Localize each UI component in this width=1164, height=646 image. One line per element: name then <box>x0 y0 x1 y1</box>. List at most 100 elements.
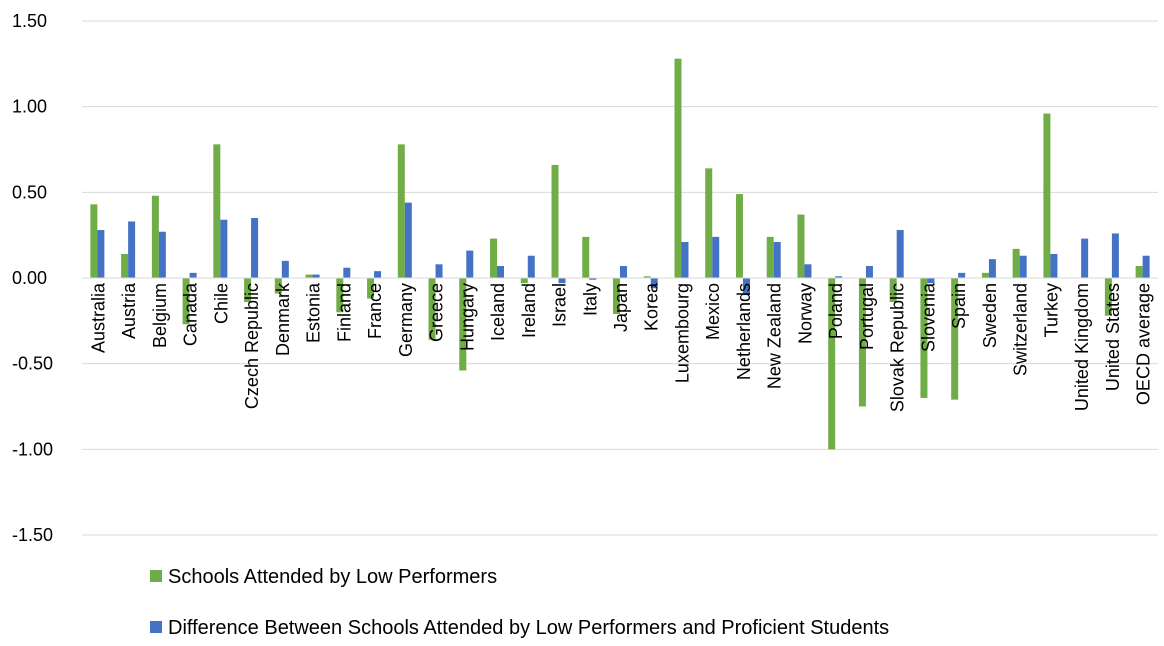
category-label: Belgium <box>150 283 170 348</box>
legend-swatch <box>150 570 162 582</box>
difference-bar-oecd-average <box>1142 255 1150 278</box>
difference-bar-poland <box>835 276 843 278</box>
difference-bar-israel <box>558 278 566 284</box>
low-performers-bar-switzerland <box>1012 248 1020 278</box>
category-label: Iceland <box>488 283 508 341</box>
category-label: OECD average <box>1134 283 1154 405</box>
difference-bar-japan <box>620 266 627 278</box>
low-performers-bar-mexico <box>705 168 713 278</box>
low-performers-bar-czech-republic <box>244 278 252 302</box>
category-label: France <box>365 283 385 339</box>
category-label: Japan <box>611 283 631 332</box>
category-label: Turkey <box>1041 283 1061 337</box>
difference-bar-austria <box>128 221 136 278</box>
difference-bar-denmark <box>281 260 289 278</box>
difference-bar-united-kingdom <box>1081 238 1089 278</box>
difference-bar-mexico <box>712 236 720 278</box>
y-tick-label: -1.50 <box>12 525 53 545</box>
difference-bar-korea <box>650 278 658 289</box>
low-performers-bar-japan <box>613 278 620 314</box>
low-performers-bar-finland <box>336 278 344 313</box>
low-performers-bar-iceland <box>490 238 498 278</box>
low-performers-bar-italy <box>582 236 590 278</box>
low-performers-bar-slovak-republic <box>889 278 897 302</box>
low-performers-bar-korea <box>643 276 651 278</box>
difference-bar-italy <box>589 278 597 280</box>
low-performers-bar-luxembourg <box>674 58 682 279</box>
category-label: Luxembourg <box>672 283 692 383</box>
category-label: Poland <box>826 283 846 339</box>
category-label: Australia <box>88 282 108 353</box>
y-tick-label: -0.50 <box>12 354 53 374</box>
low-performers-bar-hungary <box>459 278 467 371</box>
low-performers-bar-denmark <box>274 278 282 294</box>
low-performers-bar-slovenia <box>920 278 928 398</box>
category-label: Czech Republic <box>242 283 262 409</box>
category-label: Chile <box>211 283 231 324</box>
category-label: Slovak Republic <box>888 283 908 412</box>
bars <box>90 58 1150 450</box>
category-label: New Zealand <box>765 283 785 389</box>
low-performers-bar-ireland <box>520 278 528 284</box>
legend-label: Schools Attended by Low Performers <box>168 566 497 588</box>
low-performers-bar-australia <box>90 204 98 278</box>
difference-bar-ireland <box>527 255 535 278</box>
category-label: Norway <box>795 283 815 344</box>
y-tick-label: 1.50 <box>12 11 47 31</box>
low-performers-bar-sweden <box>981 272 989 278</box>
category-label: Slovenia <box>918 282 938 352</box>
difference-bar-slovenia <box>927 278 935 284</box>
low-performers-bar-spain <box>951 278 959 400</box>
low-performers-bar-netherlands <box>735 194 743 278</box>
difference-bar-turkey <box>1050 254 1058 278</box>
category-label: Korea <box>642 282 662 331</box>
low-performers-bar-belgium <box>151 195 159 278</box>
low-performers-bar-turkey <box>1043 113 1051 279</box>
category-label: Austria <box>119 282 139 339</box>
low-performers-bar-new-zealand <box>766 236 774 278</box>
category-label: Denmark <box>273 282 293 356</box>
low-performers-bar-portugal <box>858 278 866 407</box>
y-tick-label: 0.50 <box>12 182 47 202</box>
difference-bar-estonia <box>312 274 320 278</box>
category-label: Estonia <box>304 282 324 343</box>
low-performers-bar-united-states <box>1104 278 1112 316</box>
difference-bar-france <box>374 271 382 278</box>
low-performers-bar-israel <box>551 164 559 278</box>
category-label: Greece <box>427 283 447 342</box>
category-label: Germany <box>396 283 416 357</box>
category-label: Switzerland <box>1011 283 1031 376</box>
difference-bar-switzerland <box>1019 255 1027 278</box>
difference-bar-canada <box>189 272 197 278</box>
difference-bar-united-states <box>1111 233 1119 278</box>
low-performers-bar-greece <box>428 278 436 340</box>
low-performers-bar-chile <box>213 144 221 278</box>
difference-bar-netherlands <box>742 278 750 296</box>
low-performers-bar-norway <box>797 214 805 278</box>
low-performers-bar-canada <box>182 278 190 325</box>
category-label: Italy <box>580 283 600 316</box>
difference-bar-chile <box>220 219 228 278</box>
category-label: Canada <box>181 282 201 346</box>
category-labels: Australia Austria Belgium Canada Chile Czech … <box>88 282 1153 412</box>
low-performers-bar-germany <box>397 144 405 278</box>
category-label: Spain <box>949 283 969 329</box>
difference-bar-finland <box>343 267 351 278</box>
difference-bar-belgium <box>158 231 166 278</box>
difference-bar-slovak-republic <box>896 230 904 278</box>
legend-label: Difference Between Schools Attended by L… <box>168 617 889 639</box>
category-label: Ireland <box>519 283 539 338</box>
difference-bar-greece <box>435 264 443 278</box>
difference-bar-iceland <box>497 266 505 278</box>
low-performers-bar-france <box>367 278 375 299</box>
category-label: Finland <box>334 283 354 342</box>
category-label: Sweden <box>980 283 1000 348</box>
low-performers-bar-poland <box>828 278 836 450</box>
legend-swatch <box>150 621 162 633</box>
category-label: Israel <box>550 283 570 327</box>
category-label: United States <box>1103 283 1123 391</box>
category-label: United Kingdom <box>1072 283 1092 411</box>
y-axis-tick-labels: 1.50 1.00 0.50 0.00 -0.50 -1.00 -1.50 <box>12 11 53 545</box>
category-label: Portugal <box>857 283 877 350</box>
